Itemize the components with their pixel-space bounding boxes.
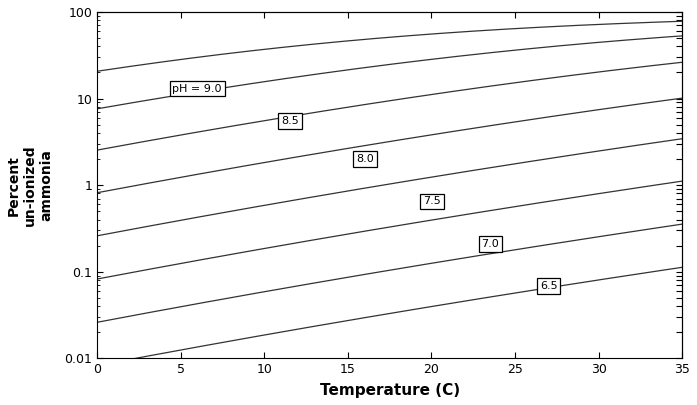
Text: 7.0: 7.0 bbox=[482, 239, 499, 249]
Text: 8.0: 8.0 bbox=[356, 154, 374, 164]
Text: 8.5: 8.5 bbox=[281, 116, 299, 126]
Text: 7.5: 7.5 bbox=[423, 196, 441, 206]
Text: pH = 9.0: pH = 9.0 bbox=[172, 84, 222, 94]
Y-axis label: Percent
un-ionized
ammonia: Percent un-ionized ammonia bbox=[7, 144, 54, 226]
Text: 6.5: 6.5 bbox=[540, 281, 558, 291]
X-axis label: Temperature (C): Temperature (C) bbox=[320, 383, 460, 398]
